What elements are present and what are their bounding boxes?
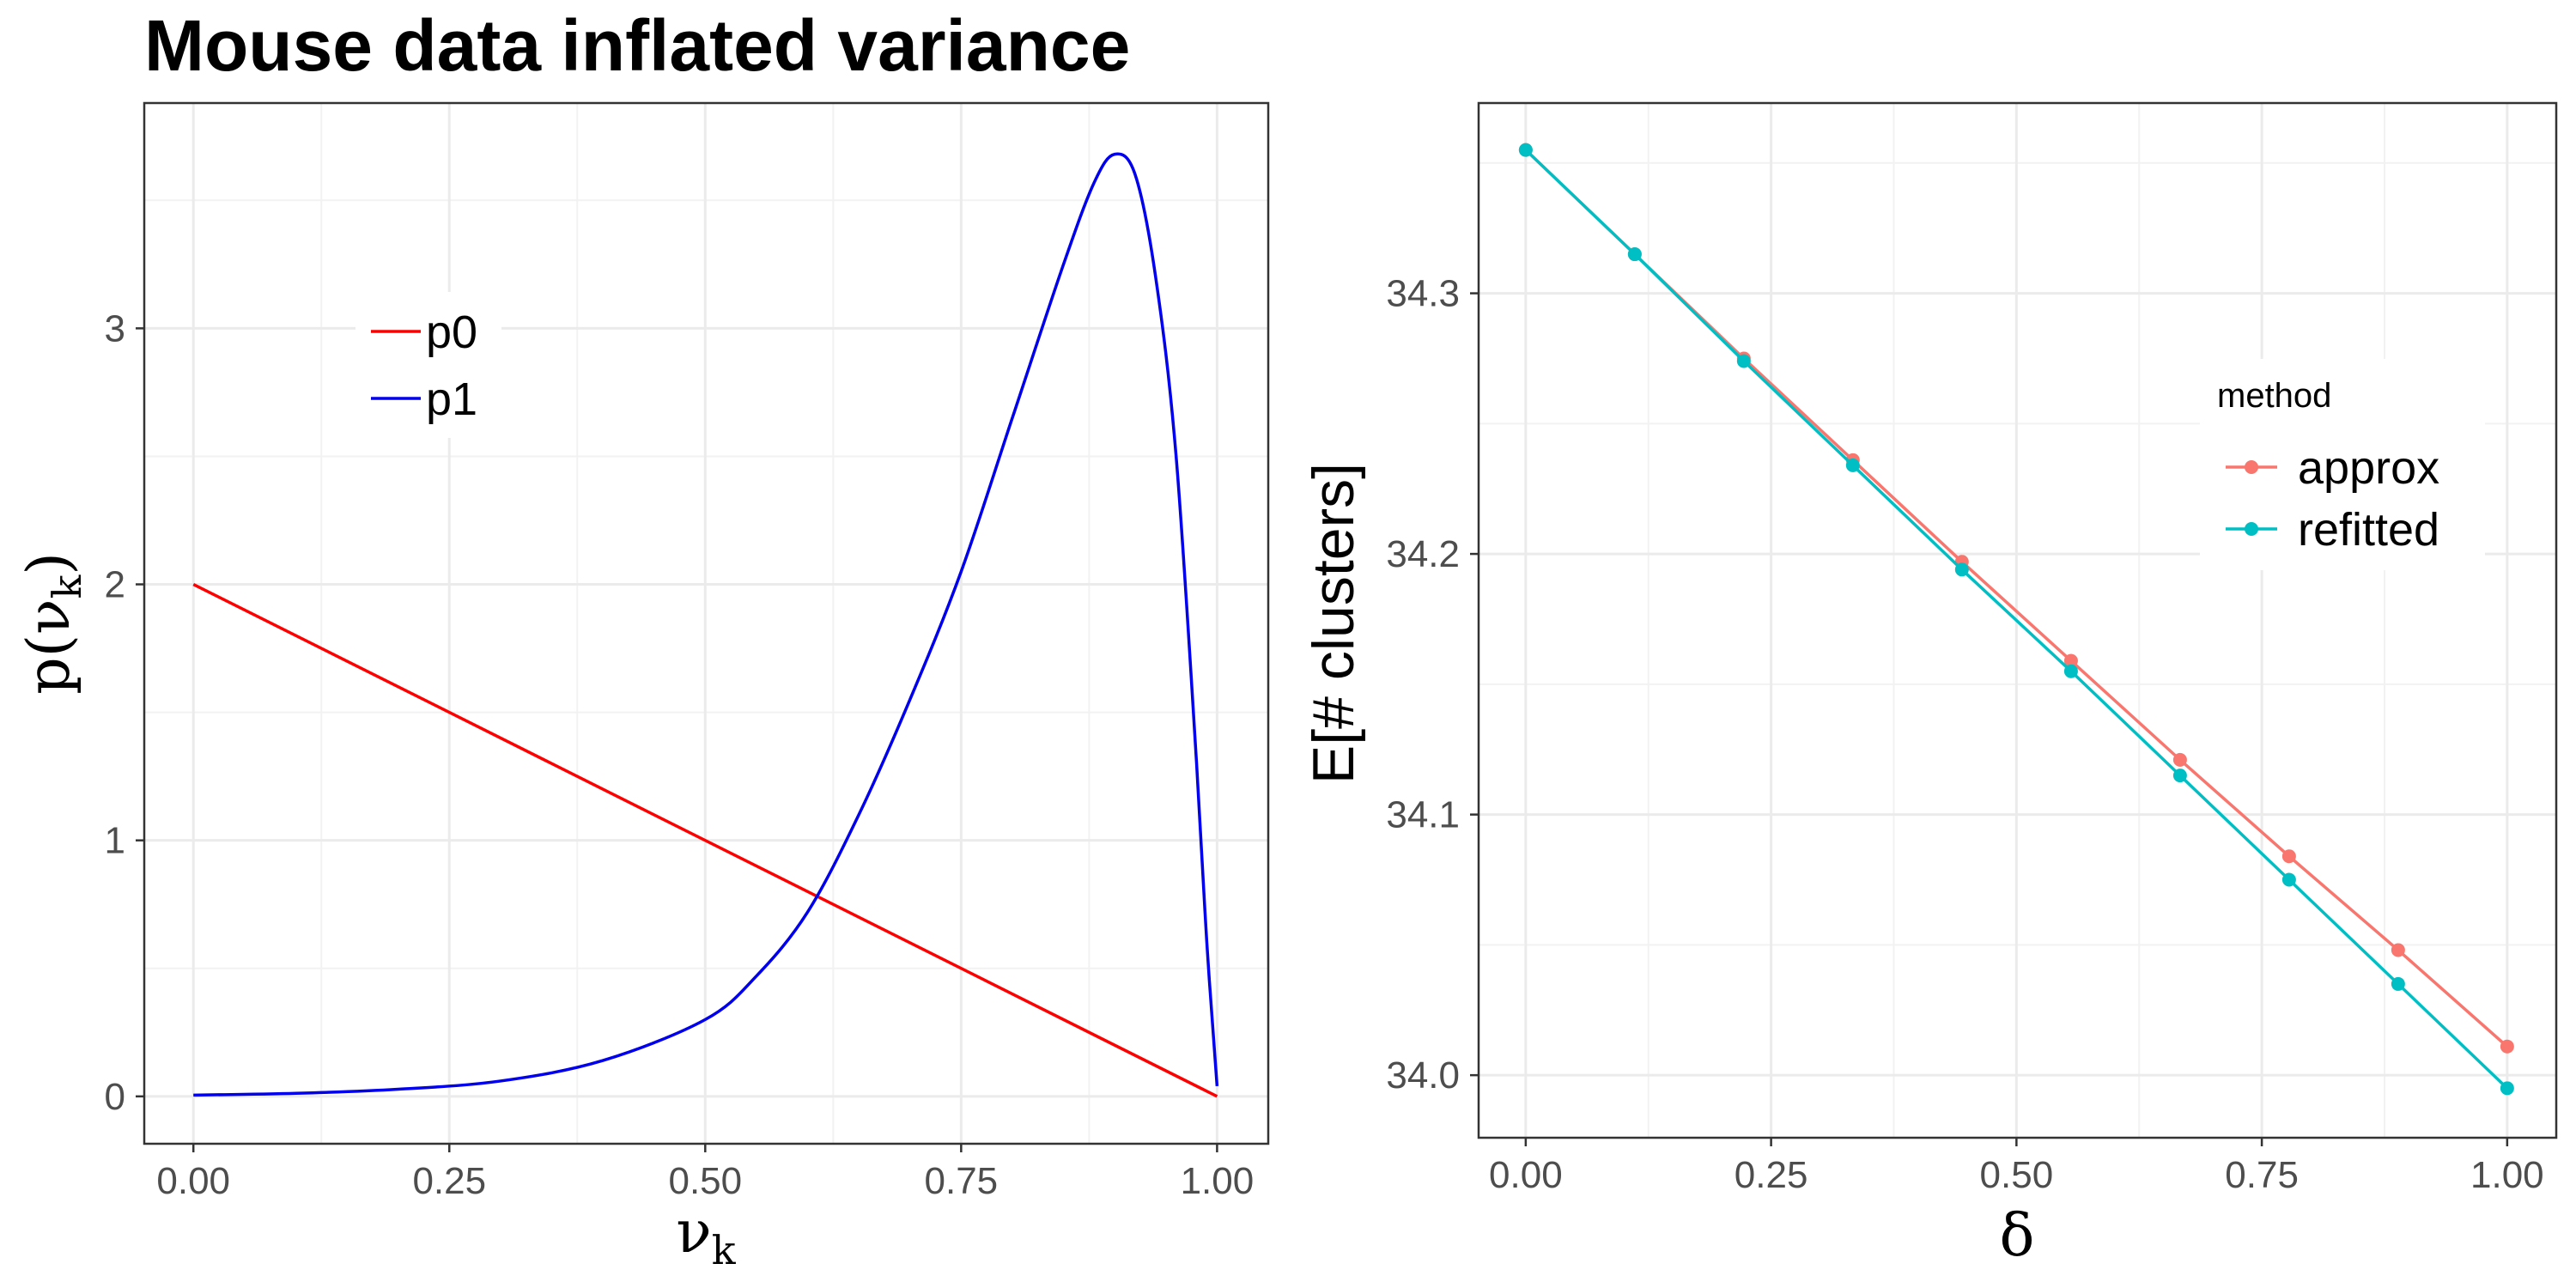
left-x-label: ν (676, 1199, 711, 1267)
right-ticks: 0.00 0.25 0.50 0.75 1.00 34.0 34.1 34.2 34.3 (1386, 273, 2543, 1196)
left-y-label-prefix: p(ν (15, 599, 83, 695)
right-point-refitted (2281, 872, 2296, 887)
right-point-refitted (1845, 458, 1860, 472)
right-point-approx (2063, 653, 2078, 668)
left-series (192, 152, 1219, 1098)
right-y-tick-label: 34.3 (1386, 273, 1460, 315)
right-legend-key-point-approx (2245, 460, 2258, 474)
left-ticks: 0.00 0.25 0.50 0.75 1.00 0 1 2 3 (105, 307, 1255, 1202)
right-point-approx (2281, 849, 2296, 864)
right-y-tick-label: 34.2 (1386, 533, 1460, 575)
svg-text:p(νk): p(νk) (15, 552, 90, 695)
right-y-tick-label: 34.1 (1386, 794, 1460, 836)
right-legend-key-point-refitted (2245, 522, 2258, 536)
figure-title: Mouse data inflated variance (144, 5, 1130, 86)
right-x-tick-label: 0.50 (1980, 1154, 2054, 1196)
right-y-axis-title: E[# clusters] (1301, 463, 1366, 784)
right-x-label: δ (2000, 1202, 2035, 1270)
left-y-tick-label: 0 (105, 1076, 125, 1118)
left-series-p1 (193, 152, 1219, 1097)
right-x-tick-label: 0.25 (1735, 1154, 1808, 1196)
right-point-refitted (2172, 769, 2187, 783)
left-legend-label-p1: p1 (426, 374, 477, 425)
left-series-p0 (192, 582, 1218, 1098)
right-legend-label-refitted: refitted (2298, 504, 2439, 556)
left-x-axis-title: νk (676, 1199, 736, 1273)
left-x-tick-label: 0.25 (412, 1160, 486, 1202)
right-point-refitted (2063, 664, 2078, 678)
right-point-refitted (2500, 1081, 2514, 1096)
right-series-refitted (1524, 149, 2509, 1090)
right-point-approx (2500, 1039, 2514, 1054)
left-x-label-sub: k (712, 1227, 737, 1273)
right-point-refitted (1736, 354, 1751, 368)
left-y-axis-title: p(νk) (15, 552, 90, 695)
left-x-tick-label: 0.75 (925, 1160, 999, 1202)
left-legend-label-p0: p0 (426, 307, 477, 358)
right-point-refitted (1954, 562, 1969, 577)
left-y-tick-label: 3 (105, 307, 125, 349)
right-legend-title: method (2217, 377, 2331, 415)
right-point-approx (2172, 752, 2187, 767)
left-y-tick-label: 2 (105, 564, 125, 606)
right-point-refitted (1518, 143, 1533, 157)
right-y-label: E[# clusters] (1301, 463, 1366, 784)
right-x-tick-label: 0.75 (2225, 1154, 2299, 1196)
left-x-tick-label: 0.00 (156, 1160, 230, 1202)
right-point-approx (2391, 943, 2405, 957)
svg-text:νk: νk (676, 1199, 736, 1273)
left-y-label-sub: k (44, 574, 90, 599)
right-panel: 0.00 0.25 0.50 0.75 1.00 34.0 34.1 34.2 34.3 met… (1301, 101, 2558, 1270)
left-y-tick-label: 1 (105, 820, 125, 862)
right-x-tick-label: 1.00 (2470, 1154, 2544, 1196)
right-legend: method approx refitted (2200, 359, 2485, 570)
left-legend-bg (355, 292, 501, 438)
left-x-tick-label: 1.00 (1181, 1160, 1255, 1202)
right-point-refitted (2391, 976, 2405, 991)
left-y-label-suffix: ) (15, 552, 83, 575)
right-legend-label-approx: approx (2298, 442, 2439, 494)
right-series (1518, 143, 2514, 1096)
left-x-tick-label: 0.50 (668, 1160, 742, 1202)
right-y-tick-label: 34.0 (1386, 1054, 1460, 1097)
right-x-tick-label: 0.00 (1489, 1154, 1563, 1196)
right-point-refitted (1627, 247, 1642, 262)
